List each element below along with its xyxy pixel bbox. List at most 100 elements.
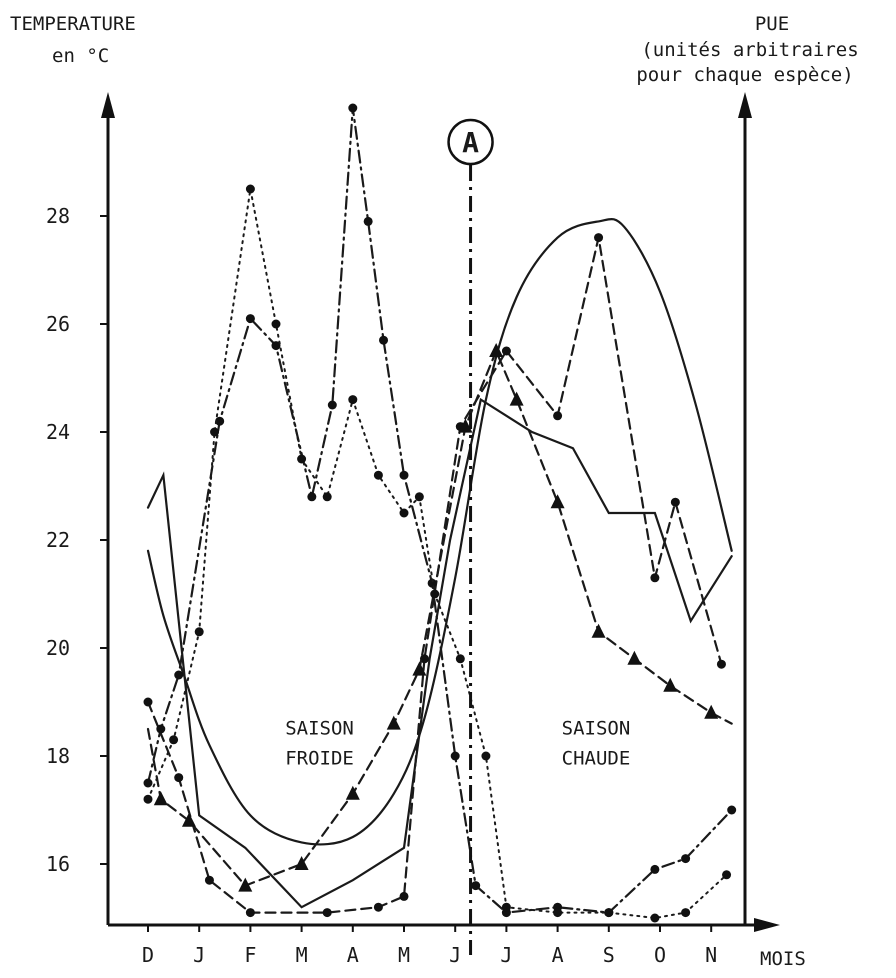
x-tick-label: A (347, 943, 359, 967)
series-3-point (594, 233, 604, 243)
series-6-point (169, 735, 179, 745)
series-6-point (373, 470, 383, 480)
y-tick-label: 22 (46, 528, 70, 552)
series-6-point (681, 908, 691, 918)
y-tick-label: 20 (46, 636, 70, 660)
series-line-5 (146, 107, 733, 914)
series-3-point (373, 902, 383, 912)
x-axis-label: MOIS (760, 948, 806, 970)
series-6-point (245, 184, 255, 194)
series-3-point (670, 497, 680, 507)
series-3-point (204, 875, 214, 885)
series-4-point (704, 704, 719, 719)
x-tick-label: D (142, 943, 154, 967)
series-5-point (327, 400, 337, 410)
series-5-point (427, 578, 437, 588)
x-tick-label: O (654, 943, 666, 967)
series-4-point (627, 650, 642, 665)
y-tick-label: 28 (46, 204, 70, 228)
series-4-point (489, 343, 504, 357)
x-tick-label: J (193, 943, 205, 967)
right-axis-label-line2: (unités arbitraires (641, 39, 858, 61)
series-5-point (174, 670, 184, 680)
series-4-point (294, 856, 309, 870)
series-6-point (501, 902, 511, 912)
series-6-point (322, 492, 332, 502)
series-5-point (681, 854, 691, 864)
series-5-point (727, 805, 737, 815)
series-5-point (245, 314, 255, 324)
right-axis-label-line3: pour chaque espèce) (636, 64, 853, 86)
series-6-point (650, 913, 660, 923)
x-tick-label: A (552, 943, 564, 967)
series-4-point (412, 661, 427, 676)
season-label: SAISON (562, 717, 631, 739)
series-3-point (174, 773, 184, 783)
series-5-point (156, 724, 166, 734)
series-6-point (348, 395, 358, 405)
series-4-point (663, 677, 678, 692)
series-5-point (399, 470, 409, 480)
series-4-point (509, 391, 524, 406)
left-axis-label-line2: en °C (52, 45, 109, 67)
series-5-point (363, 216, 373, 226)
series-4-point (386, 715, 401, 730)
x-tick-label: M (296, 943, 308, 967)
series-6-point (455, 654, 465, 664)
series-5-point (650, 864, 660, 874)
marker-a-label: A (462, 126, 479, 159)
series-6-point (143, 794, 153, 804)
y-tick-label: 16 (46, 852, 70, 876)
season-label: FROIDE (285, 747, 354, 769)
series-6-point (430, 589, 440, 599)
series-line-6 (147, 188, 728, 920)
series-5-point (271, 341, 281, 351)
y-tick-label: 26 (46, 312, 70, 336)
x-tick-label: J (500, 943, 512, 967)
series-6-point (604, 908, 614, 918)
series-6-point (553, 908, 563, 918)
series-6-point (210, 427, 220, 437)
series-5-point (215, 416, 225, 426)
x-tick-label: S (603, 943, 615, 967)
series-line-3 (146, 237, 723, 914)
x-axis-arrow (754, 918, 780, 932)
series-3-point (399, 891, 409, 901)
y-tick-label: 24 (46, 420, 70, 444)
series-4-point (153, 791, 168, 806)
series-5-point (471, 881, 481, 891)
left-axis-arrow (101, 92, 115, 118)
season-label: CHAUDE (562, 747, 631, 769)
series-5-point (348, 103, 358, 113)
series-6-point (722, 870, 732, 880)
marker-a-group: A (447, 118, 494, 955)
series-5-point (379, 335, 389, 345)
series-3-point (501, 346, 511, 356)
series-5-point (450, 751, 460, 761)
series-4-point (591, 623, 606, 638)
x-tick-label: J (449, 943, 461, 967)
series-3-point (716, 659, 726, 669)
series-line-2 (146, 397, 733, 909)
x-tick-label: N (705, 943, 717, 967)
season-label: SAISON (285, 717, 354, 739)
series-3-point (553, 411, 563, 421)
marker-a-circle (447, 118, 494, 166)
x-tick-label: M (398, 943, 410, 967)
series-6-point (297, 454, 307, 464)
annotations: SAISON FROIDE SAISON CHAUDE (285, 717, 630, 769)
y-ticks: 16 18 20 22 24 26 28 (46, 204, 108, 876)
series-4-point (345, 785, 360, 800)
right-axis-label-line1: PUE (755, 13, 789, 35)
series-group (143, 103, 737, 923)
series-5-point (307, 492, 317, 502)
series-4-point (458, 418, 473, 433)
series-4-point (181, 812, 196, 827)
series-6-point (399, 508, 409, 518)
series-3-point (322, 908, 332, 918)
series-3-point (245, 908, 255, 918)
series-5-point (143, 778, 153, 788)
series-6-point (481, 751, 491, 761)
y-tick-label: 18 (46, 744, 70, 768)
